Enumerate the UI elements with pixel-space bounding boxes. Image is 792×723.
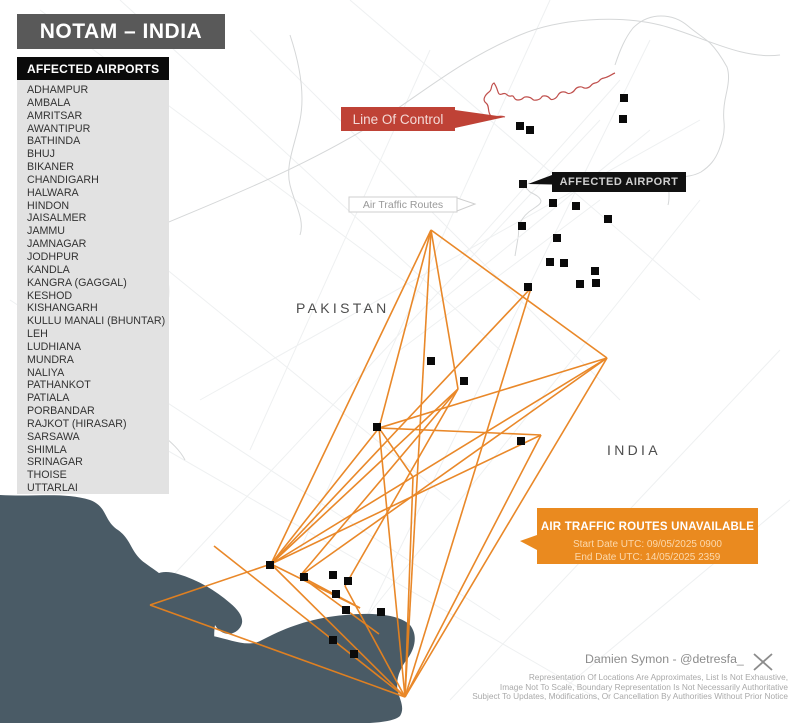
svg-text:PAKISTAN: PAKISTAN bbox=[296, 300, 390, 316]
svg-text:INDIA: INDIA bbox=[607, 442, 661, 458]
